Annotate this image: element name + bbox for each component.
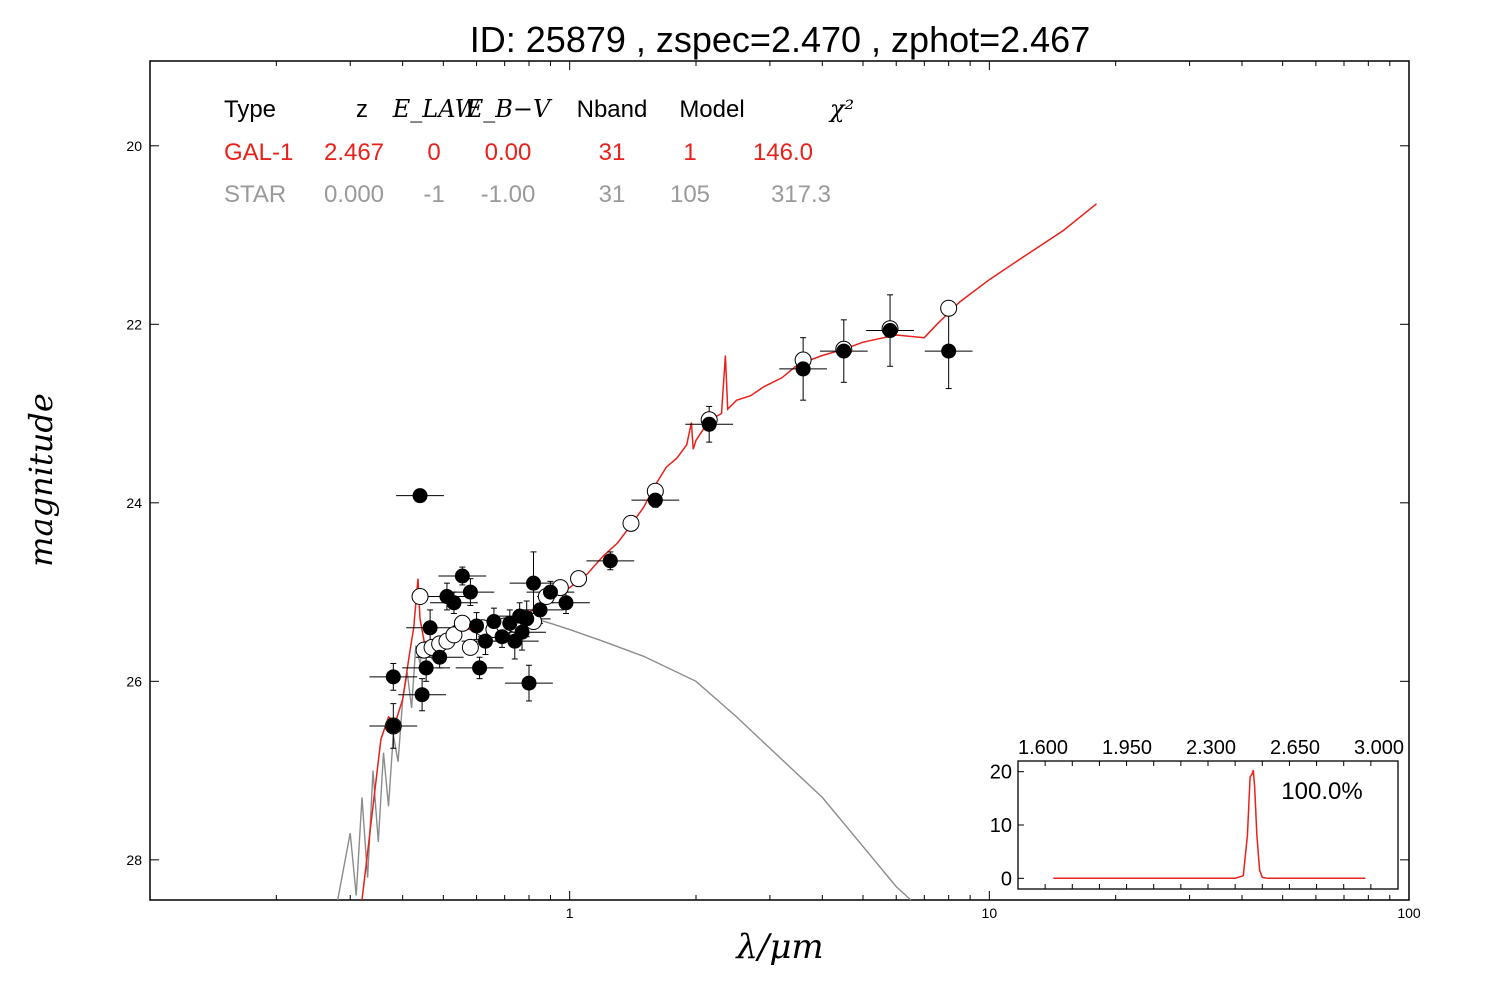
observed-point bbox=[446, 595, 462, 611]
star-model-curve bbox=[337, 616, 912, 901]
galaxy-model bbox=[361, 203, 1097, 901]
observed-point bbox=[525, 575, 541, 591]
table-header: E_B−V bbox=[465, 95, 553, 123]
x-axis-label: λ/μm bbox=[734, 927, 823, 967]
inset-percentage: 100.0% bbox=[1281, 778, 1362, 805]
observed-point bbox=[385, 669, 401, 685]
inset-x-tick-label: 1.600 bbox=[1018, 737, 1068, 759]
table-cell: 105 bbox=[670, 181, 710, 208]
observed-point bbox=[454, 568, 470, 584]
table-cell: 1 bbox=[683, 139, 696, 166]
observed-point bbox=[414, 687, 430, 703]
pdz-curve bbox=[1053, 769, 1366, 880]
table-cell: 31 bbox=[599, 181, 626, 208]
table-header: E_LAW bbox=[392, 95, 482, 123]
inset-x-tick-label: 1.950 bbox=[1102, 737, 1152, 759]
observed-point bbox=[477, 633, 493, 649]
model-point bbox=[461, 638, 479, 656]
observed-point bbox=[882, 323, 898, 339]
observed-point bbox=[795, 361, 811, 377]
table-header: Nband bbox=[577, 96, 648, 123]
table-header: Model bbox=[679, 96, 744, 123]
model-point bbox=[940, 299, 958, 317]
table-cell: -1.00 bbox=[481, 181, 536, 208]
table-cell: 317.3 bbox=[771, 181, 831, 208]
observed-point bbox=[432, 649, 448, 665]
model-point bbox=[445, 626, 463, 644]
observed-point bbox=[462, 584, 478, 600]
observed-point bbox=[418, 660, 434, 676]
model-point bbox=[622, 514, 640, 532]
table-cell: STAR bbox=[224, 181, 286, 208]
error-bars bbox=[369, 294, 973, 749]
galaxy-model-curve bbox=[361, 203, 1097, 901]
table-header: z bbox=[356, 96, 368, 123]
y-tick-label: 22 bbox=[126, 316, 142, 332]
table-cell: GAL-1 bbox=[224, 139, 293, 166]
y-tick-label: 28 bbox=[126, 852, 142, 868]
observed-point bbox=[412, 488, 428, 504]
observed-point bbox=[836, 343, 852, 359]
observed-point bbox=[519, 611, 535, 627]
x-tick-label: 10 bbox=[982, 905, 998, 921]
star-model bbox=[337, 616, 912, 901]
observed-point bbox=[602, 553, 618, 569]
observed-point bbox=[486, 614, 502, 630]
pdz-inset: 1.600 1.950 2.300 2.650 3.000 0 10 20 100.0% bbox=[990, 737, 1404, 890]
model-point bbox=[411, 588, 429, 606]
inset-y-tick-label: 10 bbox=[990, 815, 1012, 837]
observed-point bbox=[532, 602, 548, 618]
inset-axes: 1.600 1.950 2.300 2.650 3.000 0 10 20 bbox=[990, 737, 1404, 890]
observed-point bbox=[422, 620, 438, 636]
observed-point bbox=[558, 595, 574, 611]
table-cell: 0 bbox=[427, 139, 440, 166]
inset-x-tick-label: 3.000 bbox=[1354, 737, 1404, 759]
observed-point bbox=[701, 416, 717, 432]
inset-y-tick-label: 20 bbox=[990, 762, 1012, 784]
y-tick-label: 26 bbox=[126, 673, 142, 689]
observed-point bbox=[542, 584, 558, 600]
inset-frame bbox=[1017, 760, 1399, 890]
inset-x-tick-label: 2.300 bbox=[1186, 737, 1236, 759]
table-cell: 0.000 bbox=[324, 181, 384, 208]
observed-point bbox=[472, 660, 488, 676]
inset-x-tick-label: 2.650 bbox=[1270, 737, 1320, 759]
table-cell: 31 bbox=[599, 139, 626, 166]
observed-point bbox=[385, 718, 401, 734]
observed-point bbox=[647, 492, 663, 508]
chart-title: ID: 25879 , zspec=2.470 , zphot=2.467 bbox=[470, 19, 1090, 60]
table-header: χ² bbox=[828, 95, 854, 123]
observed-point bbox=[941, 343, 957, 359]
inset-curve bbox=[1053, 769, 1366, 880]
y-axis-label: magnitude bbox=[22, 393, 60, 567]
table-header: Type bbox=[224, 96, 276, 123]
observed-point bbox=[514, 624, 530, 640]
table-cell: 0.00 bbox=[485, 139, 532, 166]
inset-y-tick-label: 0 bbox=[1001, 868, 1012, 890]
observed-point bbox=[521, 675, 537, 691]
plot-frame bbox=[149, 60, 1410, 901]
table-cell: 2.467 bbox=[324, 139, 384, 166]
x-tick-label: 1 bbox=[566, 905, 574, 921]
observed-points bbox=[385, 323, 957, 734]
table-cell: 146.0 bbox=[753, 139, 813, 166]
model-point bbox=[570, 570, 588, 588]
y-tick-label: 20 bbox=[126, 138, 142, 154]
x-tick-label: 100 bbox=[1397, 905, 1421, 921]
table-cell: -1 bbox=[423, 181, 444, 208]
model-point bbox=[453, 614, 471, 632]
y-tick-label: 24 bbox=[126, 495, 142, 511]
observed-point bbox=[494, 629, 510, 645]
observed-point bbox=[469, 618, 485, 634]
